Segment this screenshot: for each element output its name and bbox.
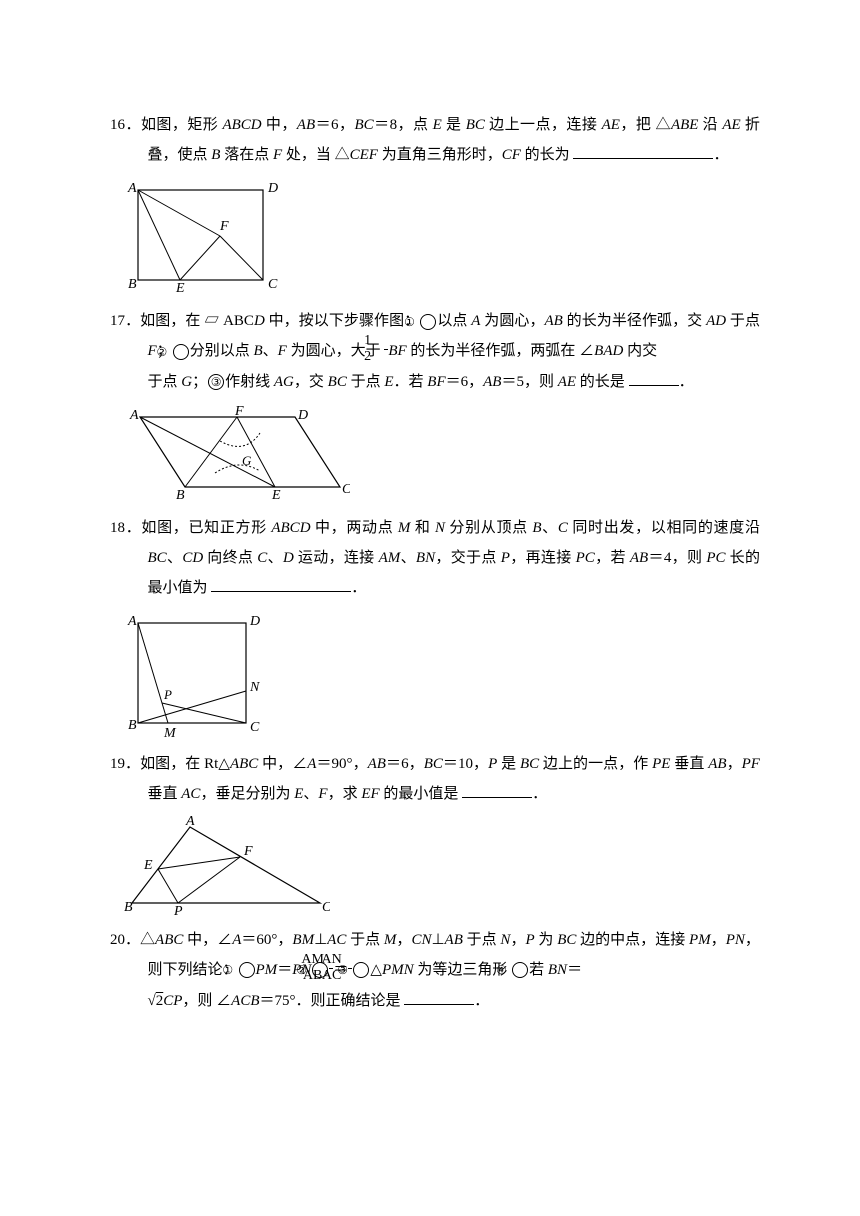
svg-text:E: E	[175, 281, 185, 296]
problem-20: 20．△ABC 中，∠A＝60°，BM⊥AC 于点 M，CN⊥AB 于点 N，P…	[110, 925, 760, 1016]
svg-text:G: G	[242, 453, 252, 468]
problem-17-text: 17．如图，在 ▱ ABCD 中，按以下步骤作图：①以点 A 为圆心，AB 的长…	[110, 306, 760, 367]
problem-17: 17．如图，在 ▱ ABCD 中，按以下步骤作图：①以点 A 为圆心，AB 的长…	[110, 306, 760, 503]
problem-19: 19．如图，在 Rt△ABC 中，∠A＝90°，AB＝6，BC＝10，P 是 B…	[110, 749, 760, 915]
svg-text:F: F	[243, 844, 253, 859]
svg-text:E: E	[143, 858, 153, 873]
svg-text:B: B	[128, 718, 137, 733]
svg-text:D: D	[267, 181, 278, 196]
answer-blank-19	[462, 783, 532, 798]
figure-16: A D B E C F	[120, 176, 760, 296]
problem-16: 16．如图，矩形 ABCD 中，AB＝6，BC＝8，点 E 是 BC 边上一点，…	[110, 110, 760, 296]
problem-20-text: 20．△ABC 中，∠A＝60°，BM⊥AC 于点 M，CN⊥AB 于点 N，P…	[110, 925, 760, 986]
svg-text:C: C	[268, 277, 278, 292]
fraction-half: 12	[384, 334, 388, 364]
problem-20-text-3: √2CP，则 ∠ACB＝75°．则正确结论是 ．	[110, 986, 760, 1016]
svg-text:E: E	[271, 488, 281, 503]
answer-blank-16	[573, 144, 713, 159]
circled-3-icon: ③	[208, 374, 224, 390]
circled-1-icon: ①	[420, 314, 436, 330]
fraction-an-ac: ANAC	[348, 953, 352, 983]
answer-blank-18	[211, 577, 351, 592]
problem-18-text: 18．如图，已知正方形 ABCD 中，两动点 M 和 N 分别从顶点 B、C 同…	[110, 513, 760, 603]
figure-18: A D B M C N P	[120, 609, 760, 739]
svg-text:C: C	[322, 900, 330, 915]
svg-text:D: D	[249, 614, 260, 629]
problem-16-text: 16．如图，矩形 ABCD 中，AB＝6，BC＝8，点 E 是 BC 边上一点，…	[110, 110, 760, 170]
problem-number: 17．	[110, 313, 140, 329]
svg-text:A: A	[129, 408, 139, 423]
problem-number: 20．	[110, 932, 140, 948]
problem-number: 19．	[110, 756, 140, 772]
answer-blank-17	[629, 371, 679, 386]
figure-19-svg: A B C E F P	[120, 815, 330, 915]
svg-text:C: C	[342, 482, 350, 497]
svg-text:P: P	[163, 687, 172, 702]
problem-18: 18．如图，已知正方形 ABCD 中，两动点 M 和 N 分别从顶点 B、C 同…	[110, 513, 760, 739]
problem-19-text: 19．如图，在 Rt△ABC 中，∠A＝90°，AB＝6，BC＝10，P 是 B…	[110, 749, 760, 809]
circled-3-icon: ③	[353, 962, 369, 978]
figure-17-svg: A F D B E C G	[120, 403, 350, 503]
svg-text:B: B	[128, 277, 137, 292]
svg-text:A: A	[127, 181, 137, 196]
problem-number: 16．	[110, 117, 141, 133]
svg-text:C: C	[250, 720, 260, 735]
circled-2-icon: ②	[173, 344, 189, 360]
svg-text:B: B	[124, 900, 133, 915]
problem-17-text-3: 于点 G；③作射线 AG，交 BC 于点 E．若 BF＝6，AB＝5，则 AE …	[110, 367, 760, 397]
sqrt-2: √2	[148, 993, 164, 1009]
figure-19: A B C E F P	[120, 815, 760, 915]
svg-text:N: N	[249, 680, 260, 695]
svg-text:P: P	[173, 904, 183, 915]
problem-number: 18．	[110, 520, 141, 536]
circled-4-icon: ④	[512, 962, 528, 978]
figure-16-svg: A D B E C F	[120, 176, 290, 296]
svg-text:B: B	[176, 488, 185, 503]
figure-17: A F D B E C G	[120, 403, 760, 503]
svg-text:M: M	[163, 726, 177, 739]
svg-text:D: D	[297, 408, 308, 423]
circled-1-icon: ①	[239, 962, 255, 978]
svg-text:F: F	[234, 404, 244, 419]
svg-text:A: A	[185, 815, 195, 829]
answer-blank-20	[404, 990, 474, 1005]
svg-text:A: A	[127, 614, 137, 629]
svg-text:F: F	[219, 219, 229, 234]
figure-18-svg: A D B M C N P	[120, 609, 280, 739]
